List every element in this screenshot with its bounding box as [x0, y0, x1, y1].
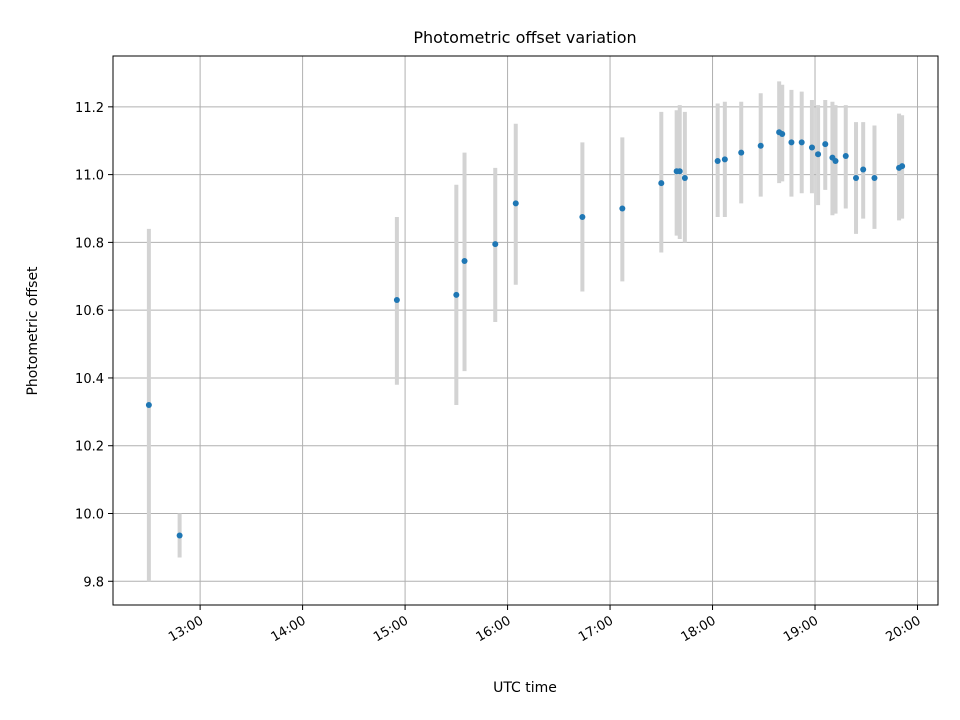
data-point — [842, 152, 849, 159]
data-point — [176, 532, 183, 539]
data-point — [899, 163, 906, 170]
data-point — [808, 144, 815, 151]
data-point — [579, 213, 586, 220]
y-tick-label: 10.2 — [75, 440, 104, 455]
y-tick-label: 11.0 — [75, 169, 104, 184]
y-axis-ticks: 9.8 10.0 10.2 10.4 10.6 10.8 11.0 11.2 — [75, 101, 113, 590]
data-point — [798, 139, 805, 146]
data-point — [461, 258, 468, 265]
y-axis-label: Photometric offset — [25, 266, 41, 396]
data-point — [676, 168, 683, 175]
y-tick-label: 9.8 — [83, 575, 104, 590]
data-point — [393, 297, 400, 303]
data-point — [871, 175, 878, 181]
x-axis-label: UTC time — [493, 680, 557, 696]
data-point — [779, 130, 786, 137]
data-point — [832, 158, 839, 165]
data-point — [512, 200, 519, 207]
y-tick-label: 11.2 — [75, 101, 104, 116]
data-point — [681, 175, 688, 181]
data-point — [757, 142, 764, 149]
data-point — [619, 205, 626, 212]
data-point — [738, 149, 745, 156]
data-point — [853, 175, 860, 181]
data-point — [714, 158, 721, 165]
y-tick-label: 10.6 — [75, 304, 104, 319]
y-tick-label: 10.8 — [75, 236, 104, 251]
data-point — [815, 151, 822, 158]
grid — [113, 56, 938, 605]
data-point — [658, 180, 665, 187]
data-point — [145, 402, 152, 409]
y-tick-label: 10.4 — [75, 372, 104, 387]
data-point — [721, 156, 728, 163]
data-points — [145, 129, 906, 539]
y-tick-label: 10.0 — [75, 508, 104, 523]
chart-title: Photometric offset variation — [413, 28, 636, 47]
data-point — [822, 141, 829, 148]
data-point — [788, 139, 795, 146]
data-point — [492, 241, 499, 248]
data-point — [860, 166, 867, 173]
plot-frame — [112, 55, 939, 606]
data-point — [453, 291, 460, 298]
